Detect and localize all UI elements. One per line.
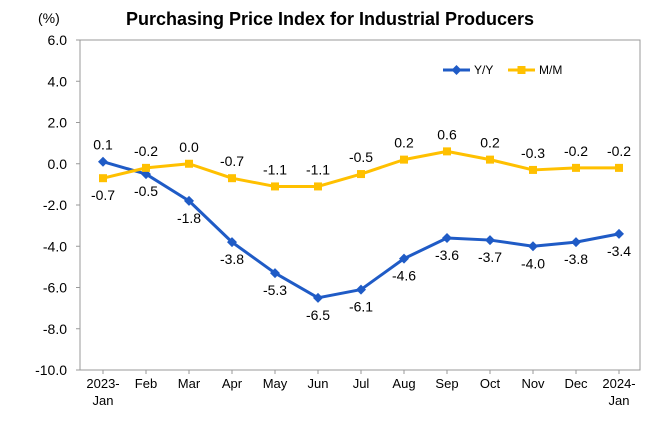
x-tick-label: Apr: [222, 376, 243, 391]
x-tick-label: Sep: [435, 376, 458, 391]
y-axis-unit: (%): [38, 10, 60, 26]
data-label: -0.2: [134, 143, 158, 159]
data-point-mm: [314, 182, 322, 191]
data-point-mm: [529, 165, 537, 174]
data-label: -4.0: [521, 255, 545, 271]
data-point-yy: [485, 235, 495, 246]
x-tick-label: Mar: [178, 376, 201, 391]
data-label: 0.6: [437, 126, 457, 142]
y-tick-label: 2.0: [48, 115, 68, 131]
legend-label: M/M: [539, 63, 562, 77]
data-label: 0.0: [179, 139, 199, 155]
y-tick-label: -2.0: [43, 197, 67, 213]
data-point-mm: [228, 174, 236, 183]
data-point-mm: [400, 155, 408, 164]
data-label: 0.1: [93, 137, 113, 153]
data-label: -3.4: [607, 243, 631, 259]
data-point-mm: [443, 147, 451, 156]
data-point-mm: [572, 163, 580, 172]
plot-area-frame: [79, 39, 641, 371]
x-tick-label: May: [263, 376, 288, 391]
data-point-mm: [99, 174, 107, 183]
data-point-yy: [442, 233, 452, 243]
data-label: -0.7: [220, 153, 244, 169]
data-label: -1.1: [306, 161, 330, 177]
data-label: -6.5: [306, 307, 330, 323]
data-point-mm: [185, 159, 193, 168]
x-tick-label: Feb: [135, 376, 157, 391]
x-tick-label: Oct: [480, 376, 501, 391]
x-tick-label: Jan: [93, 393, 114, 408]
data-label: -0.2: [607, 143, 631, 159]
data-label: -3.8: [564, 251, 588, 267]
data-label: -4.6: [392, 268, 416, 284]
data-label: -0.2: [564, 143, 588, 159]
data-point-yy: [313, 292, 323, 303]
data-point-yy: [227, 237, 237, 248]
data-point-mm: [271, 182, 279, 191]
data-point-yy: [571, 237, 581, 248]
legend-marker: [451, 65, 462, 75]
data-point-yy: [98, 156, 108, 167]
data-point-mm: [486, 155, 494, 164]
y-tick-label: 0.0: [48, 156, 68, 172]
x-tick-label: Nov: [521, 376, 545, 391]
data-point-mm: [615, 163, 623, 172]
data-label: -0.5: [134, 183, 158, 199]
y-tick-label: 4.0: [48, 73, 68, 89]
data-label: -0.7: [91, 187, 115, 203]
data-point-yy: [614, 228, 624, 239]
data-point-yy: [528, 241, 538, 252]
data-label: 0.2: [394, 135, 414, 151]
data-label: -1.8: [177, 210, 201, 226]
x-tick-label: 2023-: [86, 376, 119, 391]
data-label: -1.1: [263, 161, 287, 177]
y-tick-label: -10.0: [35, 362, 67, 378]
x-tick-label: 2024-: [602, 376, 635, 391]
x-tick-label: Aug: [392, 376, 415, 391]
legend-label: Y/Y: [474, 63, 493, 77]
x-tick-label: Jan: [609, 393, 630, 408]
data-label: -3.8: [220, 251, 244, 267]
y-tick-label: -8.0: [43, 321, 67, 337]
x-tick-label: Jul: [353, 376, 370, 391]
legend-marker: [517, 66, 526, 74]
data-label: -6.1: [349, 299, 373, 315]
data-label: -3.7: [478, 249, 502, 265]
x-tick-label: Jun: [308, 376, 329, 391]
data-label: -5.3: [263, 282, 287, 298]
chart-title: Purchasing Price Index for Industrial Pr…: [125, 9, 535, 29]
data-label: 0.2: [480, 135, 500, 151]
data-label: -0.5: [349, 149, 373, 165]
data-label: -3.6: [435, 247, 459, 263]
y-tick-label: 6.0: [48, 32, 68, 48]
data-point-yy: [184, 195, 194, 206]
data-point-mm: [142, 163, 150, 172]
data-point-mm: [357, 170, 365, 179]
x-tick-label: Dec: [564, 376, 588, 391]
data-point-yy: [399, 253, 409, 264]
y-tick-label: -4.0: [43, 238, 67, 254]
data-point-yy: [356, 284, 366, 295]
data-label: -0.3: [521, 145, 545, 161]
data-point-yy: [270, 268, 280, 279]
y-tick-label: -6.0: [43, 280, 67, 296]
series-line-yy: [102, 160, 620, 300]
